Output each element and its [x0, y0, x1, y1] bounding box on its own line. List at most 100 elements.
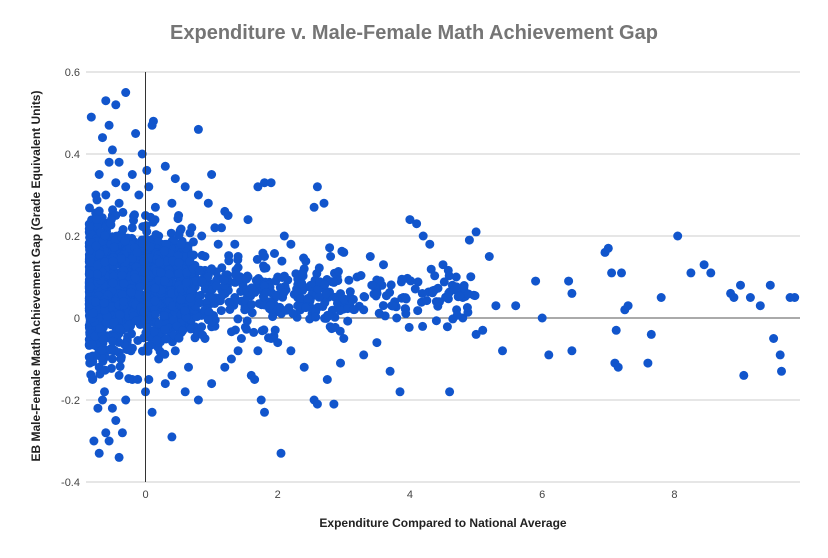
scatter-point: [359, 292, 369, 301]
scatter-point: [152, 335, 162, 345]
scatter-point: [193, 124, 203, 134]
scatter-point: [161, 334, 171, 344]
scatter-point: [459, 281, 469, 290]
scatter-point: [207, 293, 217, 303]
scatter-point: [471, 227, 481, 237]
scatter-point: [226, 354, 236, 364]
scatter-point: [344, 275, 354, 285]
scatter-point: [378, 301, 388, 311]
scatter-point: [117, 290, 127, 300]
scatter-point: [395, 387, 405, 397]
chart-title: Expenditure v. Male-Female Math Achievem…: [170, 22, 658, 44]
scatter-point: [260, 178, 269, 188]
scatter-point: [154, 319, 164, 329]
scatter-point: [329, 277, 339, 287]
scatter-point: [131, 129, 141, 138]
scatter-point: [511, 301, 521, 311]
scatter-point: [150, 283, 160, 293]
scatter-point: [156, 268, 166, 278]
y-tick-label: -0.4: [61, 477, 80, 489]
scatter-point: [144, 182, 154, 192]
scatter-point: [405, 215, 415, 225]
scatter-point: [195, 291, 205, 301]
scatter-point: [100, 257, 110, 267]
scatter-point: [97, 345, 106, 355]
scatter-point: [260, 407, 269, 417]
scatter-point: [233, 255, 243, 265]
scatter-point: [104, 436, 114, 446]
y-tick-label: 0.4: [65, 149, 80, 161]
scatter-point: [739, 370, 749, 380]
scatter-point: [116, 352, 126, 362]
scatter-point: [356, 271, 366, 280]
scatter-point: [452, 282, 462, 292]
scatter-point: [365, 252, 375, 261]
scatter-point: [283, 275, 293, 285]
scatter-point: [127, 223, 137, 233]
scatter-point: [127, 254, 137, 263]
scatter-point: [336, 358, 345, 368]
scatter-point: [185, 256, 195, 266]
scatter-point: [99, 298, 109, 308]
scatter-point: [230, 239, 240, 249]
scatter-point: [790, 293, 800, 302]
scatter-point: [256, 395, 266, 405]
scatter-point: [235, 274, 245, 284]
scatter-point: [564, 276, 574, 286]
scatter-point: [168, 301, 178, 311]
scatter-point: [769, 334, 779, 343]
scatter-point: [104, 120, 114, 130]
scatter-point: [431, 316, 441, 326]
scatter-point: [335, 306, 345, 316]
y-tick-label: 0.2: [65, 231, 80, 243]
scatter-point: [324, 311, 334, 321]
scatter-point: [85, 221, 95, 231]
scatter-point: [322, 289, 331, 299]
scatter-point: [193, 190, 203, 200]
scatter-point: [109, 318, 119, 328]
scatter-point: [98, 133, 107, 143]
scatter-point: [567, 288, 577, 298]
scatter-point: [150, 296, 160, 306]
scatter-point: [567, 346, 577, 356]
scatter-point: [224, 256, 234, 266]
scatter-point: [211, 281, 221, 291]
scatter-point: [167, 288, 177, 298]
scatter-point: [247, 283, 257, 293]
scatter-point: [264, 333, 273, 343]
scatter-point: [100, 387, 109, 397]
scatter-point: [85, 281, 95, 291]
scatter-point: [345, 287, 355, 297]
scatter-point: [240, 295, 250, 305]
scatter-point: [277, 256, 287, 266]
scatter-point: [484, 252, 494, 261]
scatter-point: [167, 198, 177, 208]
scatter-point: [134, 290, 144, 300]
scatter-point: [603, 243, 613, 253]
scatter-point: [706, 268, 716, 278]
scatter-point: [170, 346, 180, 356]
scatter-point: [144, 375, 154, 384]
scatter-point: [288, 309, 298, 318]
scatter-point: [301, 256, 311, 266]
scatter-point: [92, 195, 102, 205]
scatter-point: [159, 311, 169, 321]
scatter-point: [452, 310, 462, 320]
scatter-point: [87, 339, 97, 349]
scatter-point: [261, 288, 271, 297]
scatter-point: [198, 330, 207, 340]
scatter-point: [386, 280, 396, 290]
scatter-point: [134, 190, 144, 200]
x-axis-label: Expenditure Compared to National Average: [319, 516, 567, 530]
scatter-point: [219, 275, 229, 285]
scatter-point: [117, 270, 127, 280]
scatter-point: [200, 284, 210, 294]
scatter-point: [180, 387, 190, 397]
scatter-point: [257, 326, 267, 336]
scatter-point: [135, 282, 145, 292]
scatter-point: [279, 288, 289, 298]
scatter-point: [299, 362, 309, 372]
scatter-point: [176, 284, 186, 294]
scatter-point: [729, 293, 739, 302]
scatter-point: [153, 342, 163, 352]
